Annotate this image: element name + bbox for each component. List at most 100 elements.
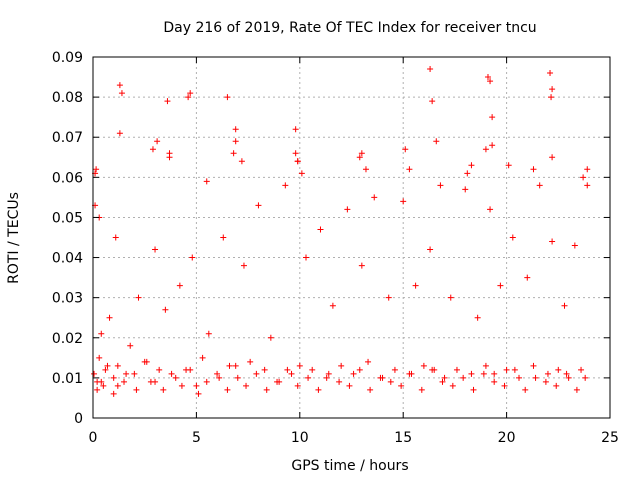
x-tick-label: 25: [601, 430, 619, 446]
data-point: [118, 90, 125, 97]
axis-ticks: 0 0.01 0.02 0.03 0.04 0.05 0.06 0.07 0.08 0.09 0 5 1…: [52, 50, 619, 446]
data-point: [391, 366, 398, 373]
grid-lines: [93, 57, 610, 418]
data-point: [470, 386, 477, 393]
data-point: [480, 370, 487, 377]
data-point: [104, 362, 111, 369]
data-point: [400, 198, 407, 205]
data-point: [143, 358, 150, 365]
data-point: [402, 146, 409, 153]
data-point: [296, 362, 303, 369]
data-point: [156, 366, 163, 373]
data-point: [468, 370, 475, 377]
data-point: [195, 390, 202, 397]
data-point: [491, 378, 498, 385]
data-point: [377, 374, 384, 381]
data-point: [247, 358, 254, 365]
y-tick-label: 0.08: [52, 90, 83, 106]
data-point: [468, 162, 475, 169]
data-point: [131, 370, 138, 377]
data-point: [240, 262, 247, 269]
y-tick-label: 0.05: [52, 210, 83, 226]
data-point: [187, 366, 194, 373]
data-point: [418, 386, 425, 393]
data-point: [582, 374, 589, 381]
data-point: [263, 386, 270, 393]
data-point: [362, 166, 369, 173]
data-point: [549, 154, 556, 161]
data-point: [420, 362, 427, 369]
x-tick-label: 10: [291, 430, 309, 446]
data-point: [187, 90, 194, 97]
data-point: [346, 382, 353, 389]
data-point: [489, 142, 496, 149]
data-point: [565, 374, 572, 381]
data-point: [172, 374, 179, 381]
data-point: [356, 366, 363, 373]
data-point: [303, 254, 310, 261]
data-point: [243, 382, 250, 389]
data-point: [437, 182, 444, 189]
data-point: [580, 174, 587, 181]
data-point: [133, 386, 140, 393]
data-point: [429, 366, 436, 373]
data-point: [305, 374, 312, 381]
data-point: [449, 382, 456, 389]
data-point: [484, 74, 491, 81]
data-point: [164, 98, 171, 105]
data-point: [294, 382, 301, 389]
x-tick-label: 0: [89, 430, 98, 446]
data-point: [100, 382, 107, 389]
x-axis-label: GPS time / hours: [291, 458, 408, 474]
data-point: [329, 302, 336, 309]
data-point: [549, 86, 556, 93]
data-point: [253, 370, 260, 377]
data-point: [116, 82, 123, 89]
data-point: [91, 370, 98, 377]
data-point: [524, 274, 531, 281]
data-point: [232, 126, 239, 133]
data-point: [549, 238, 556, 245]
y-tick-label: 0: [74, 411, 83, 427]
data-point: [323, 374, 330, 381]
data-point: [385, 294, 392, 301]
data-point: [571, 242, 578, 249]
data-point: [387, 378, 394, 385]
data-point: [532, 374, 539, 381]
data-point: [255, 202, 262, 209]
data-point: [160, 386, 167, 393]
data-point: [193, 382, 200, 389]
data-point: [102, 366, 109, 373]
data-point: [98, 378, 105, 385]
data-point: [135, 294, 142, 301]
data-point: [294, 158, 301, 165]
data-point: [93, 166, 100, 173]
y-tick-label: 0.01: [52, 371, 83, 387]
data-point: [220, 234, 227, 241]
data-point: [106, 314, 113, 321]
data-point: [548, 94, 555, 101]
data-point: [563, 370, 570, 377]
x-tick-label: 20: [498, 430, 516, 446]
data-point: [152, 246, 159, 253]
data-point: [288, 370, 295, 377]
data-point: [406, 166, 413, 173]
y-axis-label: ROTI / TECUs: [6, 192, 22, 284]
data-point: [474, 314, 481, 321]
data-point: [536, 182, 543, 189]
data-point: [365, 358, 372, 365]
data-point: [203, 378, 210, 385]
data-point: [298, 170, 305, 177]
data-point: [154, 138, 161, 145]
data-point: [573, 386, 580, 393]
data-point: [116, 130, 123, 137]
data-point: [292, 126, 299, 133]
data-point: [371, 194, 378, 201]
data-point: [110, 374, 117, 381]
data-point: [274, 378, 281, 385]
data-point: [238, 158, 245, 165]
data-point: [530, 362, 537, 369]
data-point: [232, 138, 239, 145]
data-point: [491, 370, 498, 377]
data-point: [176, 282, 183, 289]
